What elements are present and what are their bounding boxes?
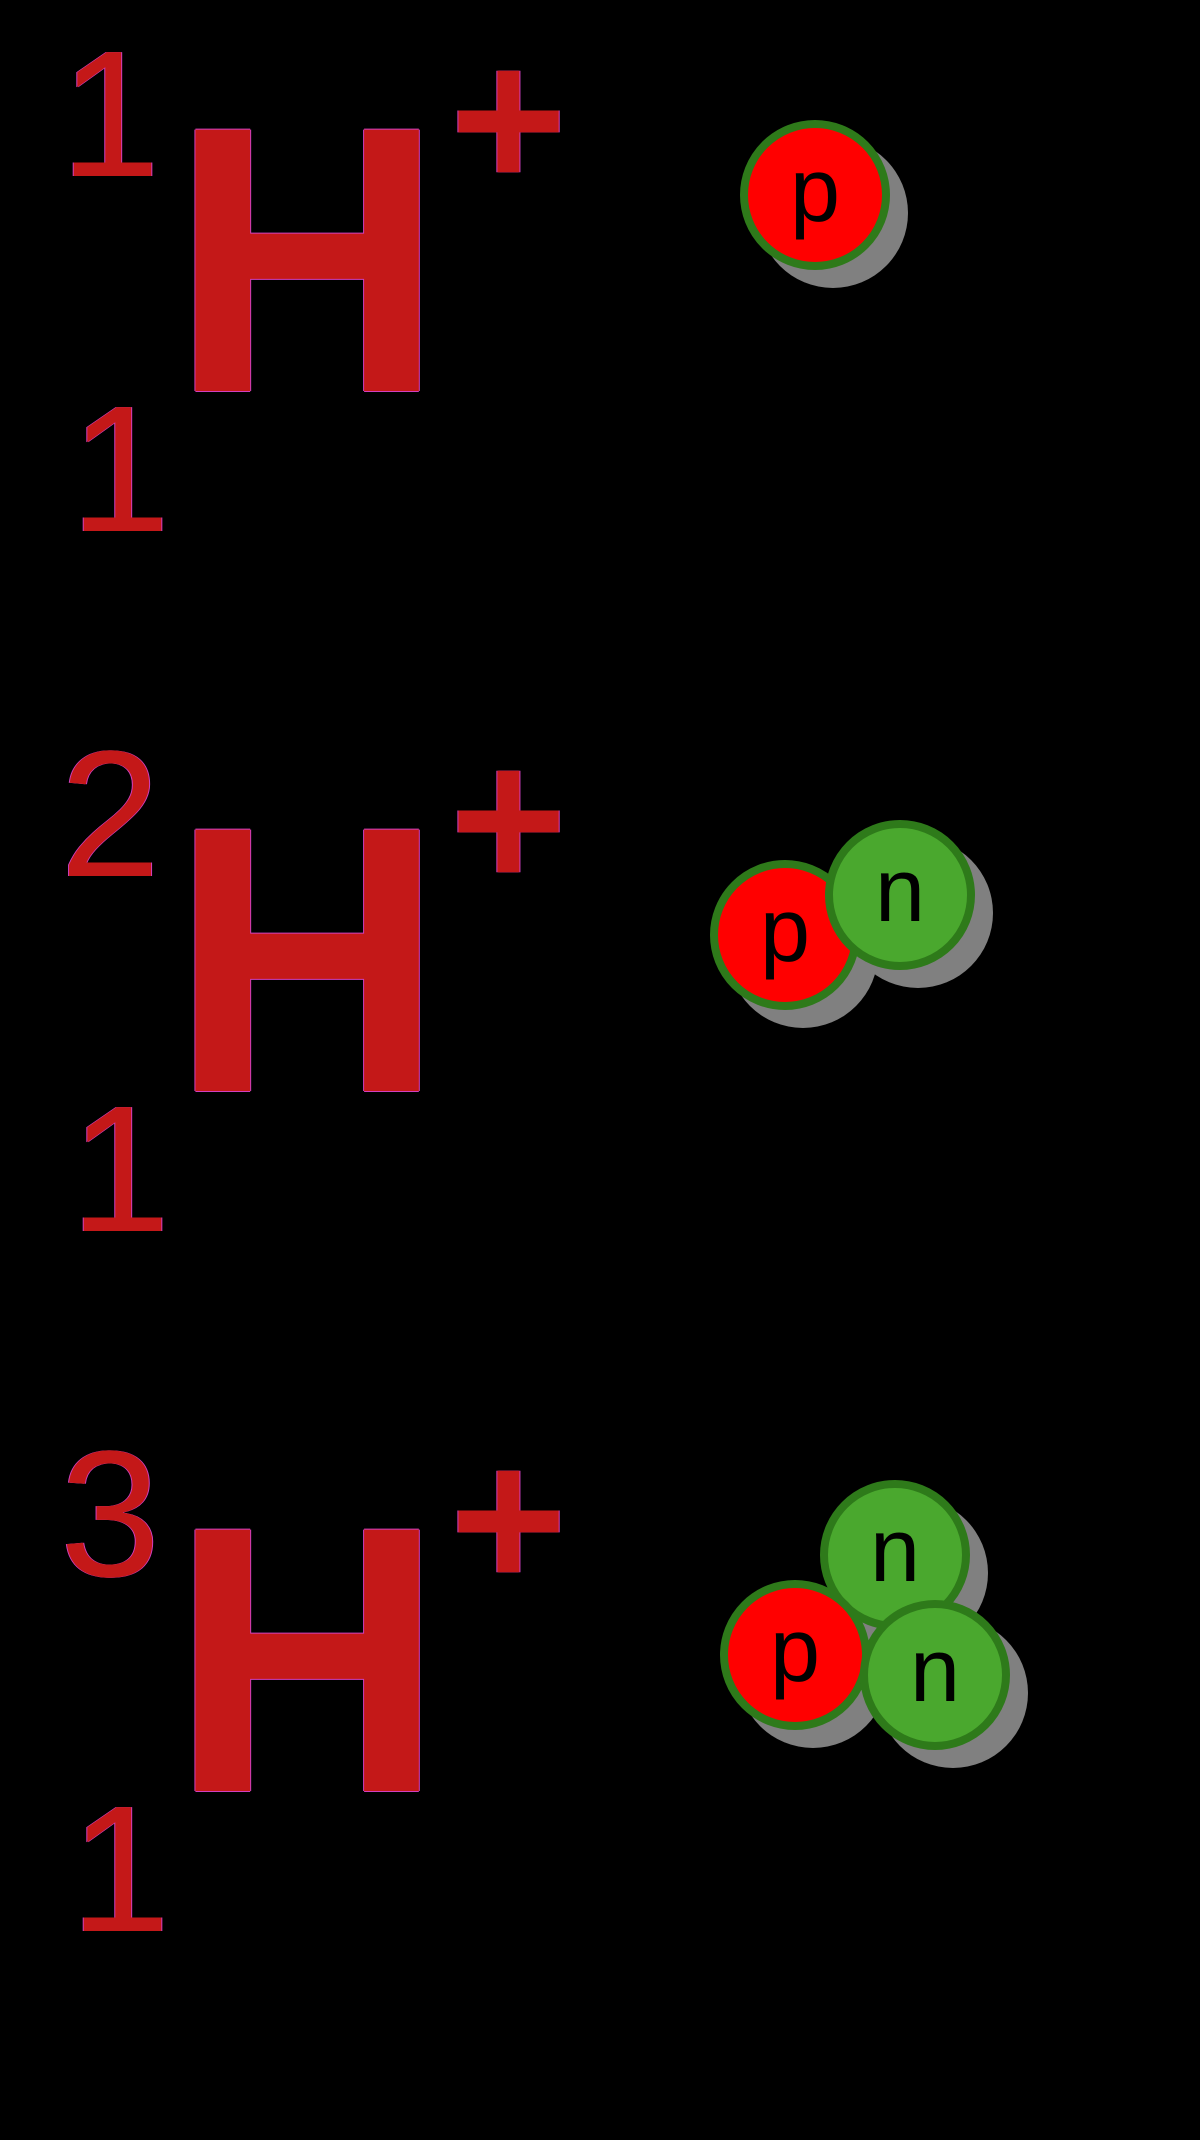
neutron-particle: n	[860, 1600, 1010, 1750]
nucleus-1: p	[740, 120, 1140, 520]
mass-number: 2	[60, 725, 160, 905]
proton-particle: p	[740, 120, 890, 270]
notation-1: 1 H + 1	[40, 40, 640, 640]
particle-label: p	[760, 886, 810, 976]
element-symbol: H	[170, 770, 444, 1150]
notation-3: 3 H + 1	[40, 1440, 640, 2040]
nucleus-2: pn	[710, 820, 1110, 1220]
nucleus-3: npn	[720, 1480, 1120, 1880]
notation-2: 2 H + 1	[40, 740, 640, 1340]
charge-plus: +	[450, 720, 567, 920]
charge-plus: +	[450, 1420, 567, 1620]
neutron-particle: n	[825, 820, 975, 970]
element-symbol: H	[170, 70, 444, 450]
charge-plus: +	[450, 20, 567, 220]
particle-label: n	[910, 1626, 960, 1716]
proton-particle: p	[720, 1580, 870, 1730]
isotope-row-3: 3 H + 1 npn	[0, 1440, 1200, 2140]
isotope-row-1: 1 H + 1 p	[0, 40, 1200, 740]
particle-label: p	[790, 146, 840, 236]
element-symbol: H	[170, 1470, 444, 1850]
particle-label: n	[870, 1506, 920, 1596]
particle-label: p	[770, 1606, 820, 1696]
mass-number: 1	[60, 25, 160, 205]
particle-label: n	[875, 846, 925, 936]
isotope-row-2: 2 H + 1 pn	[0, 740, 1200, 1440]
atomic-number: 1	[70, 1080, 170, 1260]
atomic-number: 1	[70, 380, 170, 560]
mass-number: 3	[60, 1425, 160, 1605]
atomic-number: 1	[70, 1780, 170, 1960]
